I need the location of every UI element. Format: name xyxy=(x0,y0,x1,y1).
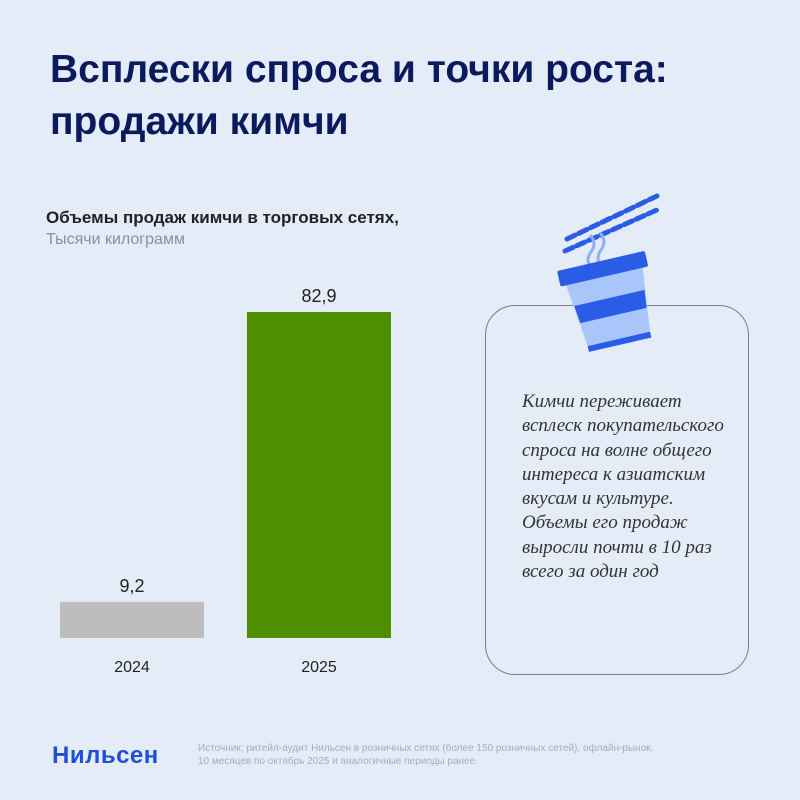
bar-2025 xyxy=(247,312,391,638)
category-label-2024: 2024 xyxy=(114,659,150,676)
chopsticks-icon xyxy=(562,193,662,254)
category-label-2025: 2025 xyxy=(301,659,337,676)
page-title: Всплески спроса и точки роста: продажи к… xyxy=(50,48,668,143)
bar-2024 xyxy=(60,601,204,638)
callout-text: Кимчи переживает всплеск покупательского… xyxy=(522,391,724,583)
source-note: Источник: ритейл-аудит Нильсен в розничн… xyxy=(198,742,758,768)
bar-chart: 9,2 2024 82,9 2025 xyxy=(60,286,391,676)
source-line-1: Источник: ритейл-аудит Нильсен в розничн… xyxy=(198,743,654,754)
value-label-2025: 82,9 xyxy=(301,286,336,306)
noodle-cup-icon xyxy=(557,193,662,352)
chart-unit-label: Тысячи килограмм xyxy=(46,231,185,248)
chart-heading: Объемы продаж кимчи в торговых сетях, xyxy=(46,208,399,227)
nielsen-logo: Нильсен xyxy=(52,742,159,769)
value-label-2024: 9,2 xyxy=(119,576,144,596)
source-line-2: 10 месяцев по октябрь 2025 и аналогичные… xyxy=(198,756,478,767)
